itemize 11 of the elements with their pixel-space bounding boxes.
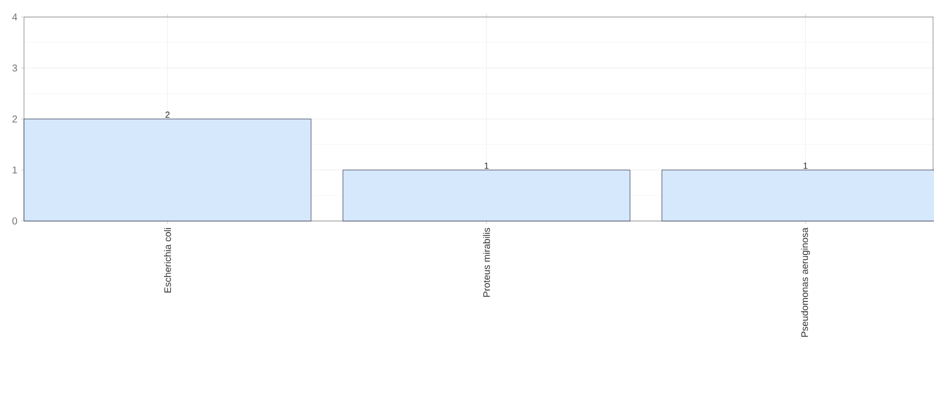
data-label: 2 xyxy=(165,112,170,118)
data-label: 1 xyxy=(804,162,808,169)
x-tick-label: Proteus mirabilis xyxy=(483,228,490,297)
x-tick-label: Pseudomonas aeruginosa xyxy=(801,228,810,337)
y-tick-label: 3 xyxy=(12,64,18,72)
y-tick-label: 1 xyxy=(12,166,18,174)
y-tick-label: 4 xyxy=(12,14,18,20)
y-tick-label: 2 xyxy=(12,116,17,122)
y-tick-label: 0 xyxy=(12,217,18,225)
x-tick-label: Escherichia coli xyxy=(164,228,172,292)
data-label: 1 xyxy=(484,162,489,169)
